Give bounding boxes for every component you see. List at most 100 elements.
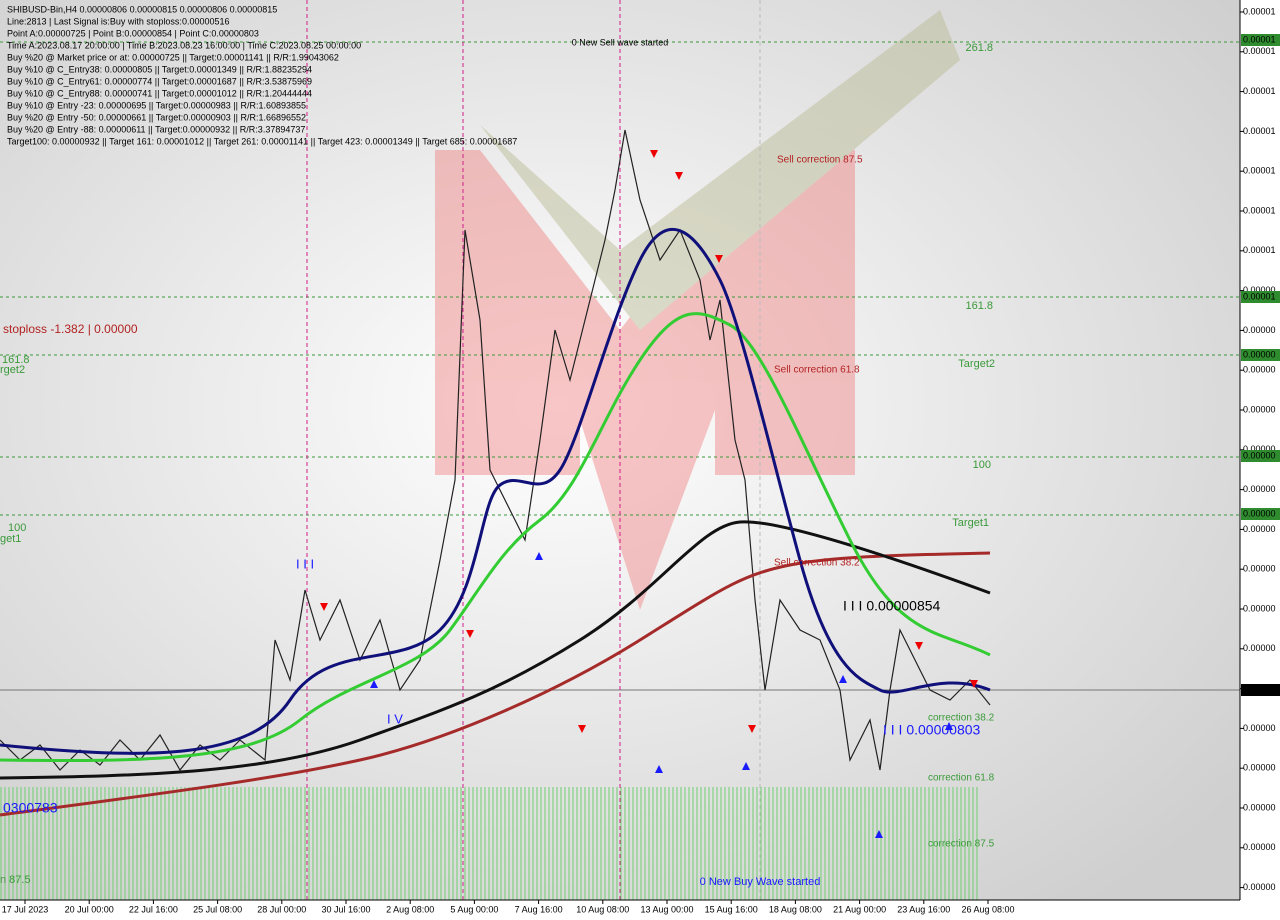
info-line: Buy %10 @ Entry -23: 0.00000695 || Targe… [7, 100, 306, 110]
annotation: correction 61.8 [928, 773, 995, 784]
price-label: 0.00000 [1243, 285, 1276, 295]
annotation: get1 [0, 533, 21, 545]
price-label: 0.00000 [1243, 763, 1276, 773]
annotation: correction 87.5 [928, 839, 995, 850]
date-label: 23 Aug 16:00 [897, 904, 950, 914]
annotation: rget2 [0, 364, 25, 376]
date-label: 18 Aug 08:00 [769, 904, 822, 914]
date-label: 28 Jul 00:00 [257, 904, 306, 914]
annotation: 161.8 [2, 354, 30, 366]
date-label: 2 Aug 08:00 [386, 904, 434, 914]
info-line: Buy %10 @ C_Entry88: 0.00000741 || Targe… [7, 88, 312, 98]
annotation: I I I [296, 556, 314, 571]
ma-green [0, 312, 991, 763]
annotation: 161.8 [965, 300, 993, 312]
annotation: n 87.5 [0, 874, 31, 886]
date-label: 10 Aug 08:00 [576, 904, 629, 914]
symbol-line: SHIBUSD-Bin,H4 0.00000806 0.00000815 0.0… [7, 4, 277, 14]
date-label: 13 Aug 00:00 [640, 904, 693, 914]
annotation: 0 New Buy Wave started [700, 876, 821, 888]
axis-labels: 0.000010.000010.000010.000010.000010.000… [2, 6, 1280, 914]
date-label: 15 Aug 16:00 [705, 904, 758, 914]
annotation: Target2 [958, 358, 995, 370]
info-line: Buy %10 @ C_Entry61: 0.00000774 || Targe… [7, 76, 312, 86]
annotation: 100 [973, 459, 991, 471]
level-label: 0.00000 [1243, 450, 1276, 460]
date-label: 22 Jul 16:00 [129, 904, 178, 914]
info-line: Buy %10 @ C_Entry38: 0.00000805 || Targe… [7, 64, 312, 74]
date-label: 17 Jul 2023 [2, 904, 49, 914]
histogram [0, 787, 980, 900]
annotation: correction 38.2 [928, 713, 995, 724]
price-label: 0.00001 [1243, 166, 1276, 176]
ma-black [0, 520, 991, 780]
price-label: 0.00000 [1243, 802, 1276, 812]
price-label: 0.00001 [1243, 86, 1276, 96]
date-label: 30 Jul 16:00 [321, 904, 370, 914]
ma-red [0, 551, 991, 817]
info-line: Buy %20 @ Entry -50: 0.00000661 || Targe… [7, 112, 306, 122]
annotation: Sell correction 38.2 [774, 558, 860, 569]
buy-arrows [370, 552, 953, 838]
price-label: 0.00000 [1243, 882, 1276, 892]
sell-arrows [320, 150, 978, 733]
annotation: I I I 0.00000854 [843, 598, 941, 614]
info-line: Target100: 0.00000932 || Target 161: 0.0… [7, 136, 517, 146]
date-label: 26 Aug 08:00 [961, 904, 1014, 914]
price-label: 0.00000 [1243, 325, 1276, 335]
price-label: 0.00000 [1243, 723, 1276, 733]
price-label: 0.00000 [1243, 404, 1276, 414]
price-label: 0.00001 [1243, 6, 1276, 16]
level-label: 0.00000 [1243, 508, 1276, 518]
price-label: 0.00000 [1243, 524, 1276, 534]
info-line: Point A:0.00000725 | Point B:0.00000854 … [7, 28, 259, 38]
watermark [435, 10, 960, 610]
price-label: 0.00000 [1243, 444, 1276, 454]
info-line: Line:2813 | Last Signal is:Buy with stop… [7, 16, 230, 26]
annotation: Target1 [952, 517, 989, 529]
date-label: 7 Aug 16:00 [515, 904, 563, 914]
level-tag [1241, 291, 1280, 303]
info-line: Buy %20 @ Entry -88: 0.00000611 || Targe… [7, 124, 305, 134]
date-label: 5 Aug 00:00 [450, 904, 498, 914]
price-label: 0.00000 [1243, 842, 1276, 852]
time-axis [0, 900, 1240, 920]
annotation: I V [387, 711, 403, 726]
price-label: 0.00000 [1243, 643, 1276, 653]
info-line: Buy %20 @ Market price or at: 0.00000725… [7, 52, 339, 62]
annotation: 0300783 [3, 800, 58, 816]
annotation: Sell correction 87.5 [777, 155, 863, 166]
price-label: 0.00001 [1243, 126, 1276, 136]
price-label: 0.00000 [1243, 484, 1276, 494]
date-label: 25 Jul 08:00 [193, 904, 242, 914]
annotation: 100 [8, 522, 26, 534]
annotation: Sell correction 61.8 [774, 365, 860, 376]
info-block: Line:2813 | Last Signal is:Buy with stop… [7, 16, 517, 146]
annotation: I I I 0.00000803 [883, 722, 981, 738]
level-tag [1241, 450, 1280, 462]
level-tag [1241, 508, 1280, 520]
annotation: 261.8 [965, 42, 993, 54]
info-line: Time A:2023.08.17 20:00:00 | Time B:2023… [7, 40, 361, 50]
date-label: 21 Aug 00:00 [833, 904, 886, 914]
current-tag [1241, 684, 1280, 696]
wave-lines [306, 0, 621, 900]
level-label: 0.00000 [1243, 349, 1276, 359]
level-label: 0.00001 [1243, 34, 1276, 44]
annotation: stoploss -1.382 | 0.00000 [3, 322, 138, 336]
level-label: 0.00001 [1243, 291, 1276, 301]
annotation: 0 New Sell wave started [572, 37, 669, 47]
level-tag [1241, 34, 1280, 46]
current-price: 0.00000 [1243, 684, 1276, 694]
price-label: 0.00000 [1243, 564, 1276, 574]
price-path [0, 129, 991, 772]
date-label: 20 Jul 00:00 [65, 904, 114, 914]
price-label: 0.00001 [1243, 46, 1276, 56]
ma-navy [0, 227, 991, 755]
price-label: 0.00001 [1243, 245, 1276, 255]
level-tag [1241, 349, 1280, 361]
price-label: 0.00000 [1243, 365, 1276, 375]
price-label: 0.00001 [1243, 205, 1276, 215]
price-label: 0.00000 [1243, 603, 1276, 613]
